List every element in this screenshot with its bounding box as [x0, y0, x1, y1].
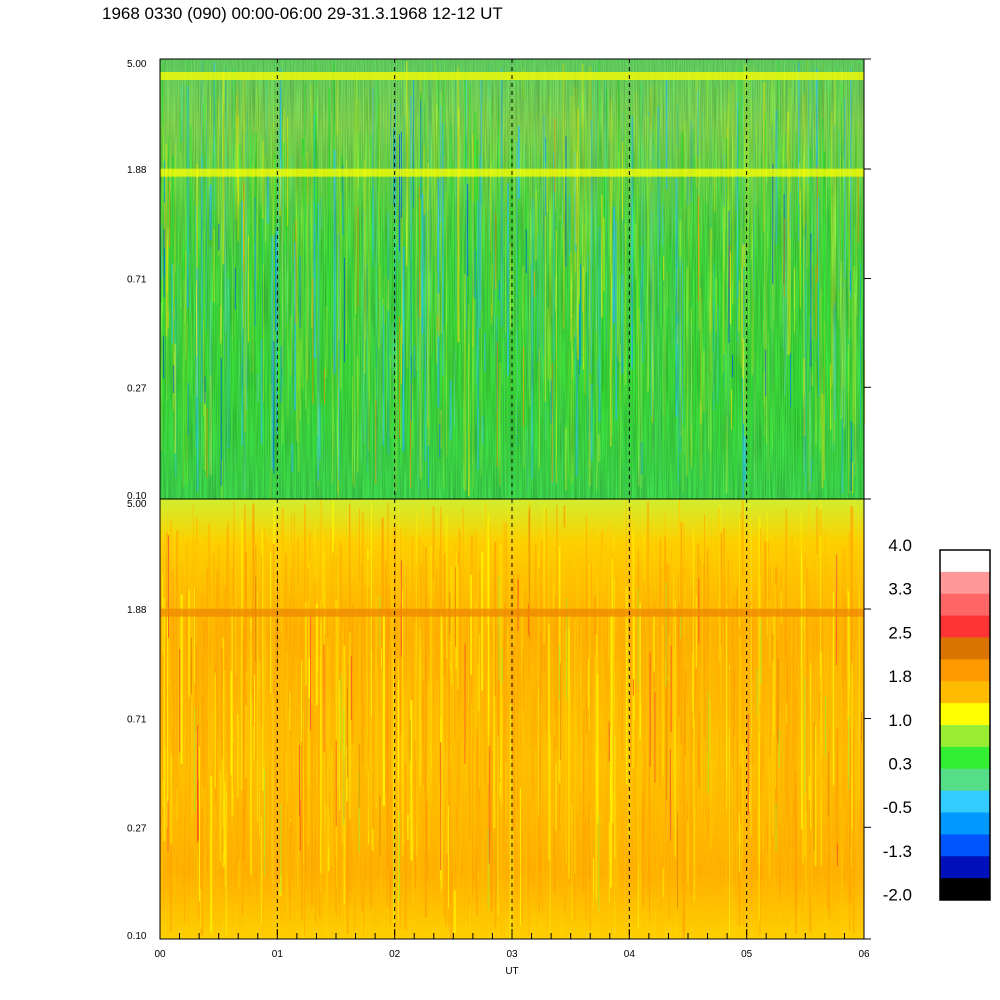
colorbar-swatch [940, 725, 990, 748]
y-tick-label: 5.00 [127, 499, 147, 510]
x-tick-label: 02 [389, 949, 401, 960]
colorbar-swatch [940, 615, 990, 638]
y-tick-label: 0.10 [127, 491, 147, 502]
x-tick-label: 04 [624, 949, 636, 960]
colorbar-swatch [940, 746, 990, 770]
colorbar-label: -2.0 [883, 886, 912, 905]
x-tick-label: 01 [272, 949, 284, 960]
colorbar-label: 0.3 [888, 755, 912, 774]
colorbar-swatch [940, 768, 990, 792]
colorbar: 4.0 3.3 2.5 1.8 1.0 0.3 -0.5 -1.3 -2.0 [883, 536, 991, 905]
x-axis-label: UT [505, 966, 518, 977]
panel-bottom: 5.00 1.88 0.71 0.27 0.10 00 01 02 03 04 05 06 UT [127, 498, 871, 977]
colorbar-swatch [940, 790, 990, 813]
y-tick-label: 1.88 [127, 605, 147, 616]
colorbar-swatch [940, 637, 990, 660]
colorbar-swatch [940, 571, 990, 595]
colorbar-swatch [940, 681, 990, 704]
colorbar-frame [939, 549, 991, 901]
x-tick-label: 00 [154, 949, 166, 960]
y-tick-label: 0.27 [127, 383, 147, 394]
colorbar-label: 1.8 [888, 667, 912, 686]
panel-top: 5.00 1.88 0.71 0.27 0.10 [127, 58, 871, 502]
colorbar-label: -1.3 [883, 842, 912, 861]
y-tick-label: 0.27 [127, 823, 147, 834]
y-tick-label: 1.88 [127, 165, 147, 176]
x-tick-label: 05 [741, 949, 753, 960]
y-tick-label: 0.71 [127, 715, 147, 726]
colorbar-label: 2.5 [888, 623, 912, 642]
y-tick-label: 0.10 [127, 931, 147, 942]
x-tick-label: 06 [858, 949, 870, 960]
chart-title: 1968 0330 (090) 00:00-06:00 29-31.3.1968… [102, 4, 503, 23]
colorbar-swatch [940, 812, 990, 835]
colorbar-label: 1.0 [888, 711, 912, 730]
colorbar-label: -0.5 [883, 798, 912, 817]
colorbar-swatch [940, 550, 990, 573]
colorbar-swatch [940, 659, 990, 682]
colorbar-swatch [940, 856, 990, 879]
colorbar-swatch [940, 878, 990, 901]
y-tick-label: 5.00 [127, 59, 147, 70]
y-tick-label: 0.71 [127, 275, 147, 286]
colorbar-swatch [940, 703, 990, 726]
colorbar-label: 3.3 [888, 580, 912, 599]
colorbar-swatch [940, 834, 990, 857]
colorbar-swatch [940, 593, 990, 617]
colorbar-label: 4.0 [888, 536, 912, 555]
x-tick-label: 03 [506, 949, 518, 960]
